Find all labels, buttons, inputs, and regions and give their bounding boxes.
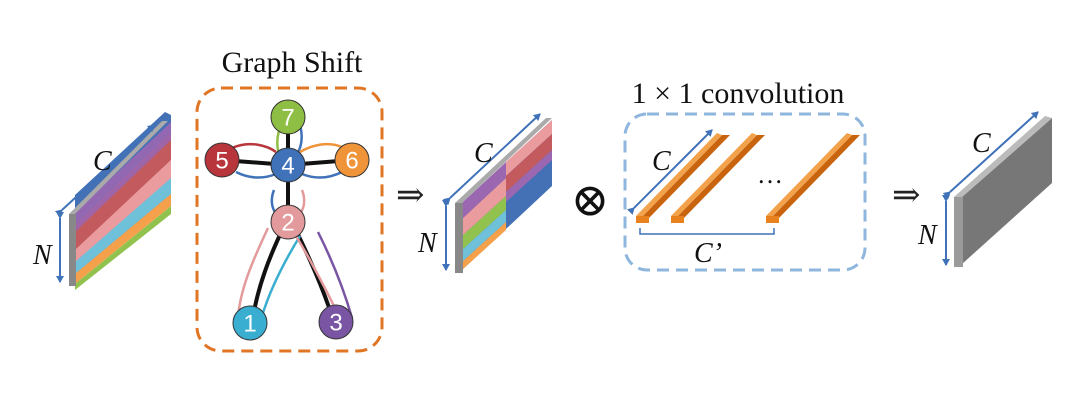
shifted-tensor-n-label: N <box>417 228 438 259</box>
input-tensor-n-label: N <box>32 240 53 271</box>
graph-node-4: 4 <box>270 147 306 183</box>
graph-node-circle <box>318 304 354 340</box>
convolution-border <box>623 112 867 272</box>
input-tensor: C N <box>32 112 171 290</box>
graph-node-6: 6 <box>334 142 370 178</box>
shift-arrow <box>294 235 338 311</box>
graph-node-label: 2 <box>281 210 294 237</box>
input-tensor-c-arrow <box>54 124 155 218</box>
graph-node-circle <box>270 147 306 183</box>
output-tensor-c-label: C <box>972 128 991 159</box>
arrow-symbol-1: ⇒ <box>396 177 425 214</box>
shifted-tensor-front-face <box>455 203 463 273</box>
shifted-tensor-block <box>462 222 506 270</box>
input-tensor-stripe <box>75 206 171 290</box>
graph-node-label: 6 <box>345 148 358 175</box>
graph-node-label: 3 <box>329 310 342 337</box>
output-tensor-c-arrow <box>942 111 1039 199</box>
output-tensor-n-label: N <box>917 220 938 251</box>
graph-node-label: 1 <box>243 311 256 338</box>
conv-filter <box>766 133 860 223</box>
shift-arrow <box>235 170 277 179</box>
graph-node-label: 4 <box>281 153 294 180</box>
graph-node-label: 7 <box>281 105 294 132</box>
graph-node-circle <box>204 142 240 178</box>
output-tensor-front-face <box>954 197 963 267</box>
graph-node-7: 7 <box>270 99 306 135</box>
graph-node-2: 2 <box>270 204 306 240</box>
input-tensor-front-face <box>69 214 76 286</box>
graph-shift-border <box>195 86 384 353</box>
shifted-tensor-block <box>462 196 506 250</box>
convolution-module: 1 × 1 convolution … C C’ <box>623 77 867 272</box>
graph-node-label: 5 <box>215 148 228 175</box>
operator-symbol: ⊗ <box>571 175 610 226</box>
shift-arrow <box>231 142 277 154</box>
shift-arrow <box>260 235 302 317</box>
convolution-c-prime-bracket <box>639 228 775 235</box>
graph-node-3: 3 <box>318 304 354 340</box>
graph-shift-title: Graph Shift <box>222 46 363 79</box>
input-tensor-c-label: C <box>93 146 112 177</box>
convolution-c-label: C <box>652 146 671 177</box>
shift-arrow <box>301 170 343 179</box>
graph-node-circle <box>334 142 370 178</box>
convolution-ellipsis: … <box>757 160 783 189</box>
graph-node-1: 1 <box>232 305 268 341</box>
convolution-c-prime-label: C’ <box>694 238 722 269</box>
convolution-title: 1 × 1 convolution <box>632 77 845 110</box>
shifted-tensor: C N <box>417 113 552 273</box>
graph-node-circle <box>232 305 268 341</box>
convolution-c-arrow <box>626 129 713 216</box>
graph-node-circle <box>270 99 306 135</box>
graph-node-circle <box>270 204 306 240</box>
graph-nodes: 1 2 3 4 5 6 7 <box>204 99 370 341</box>
shifted-tensor-block <box>462 210 506 262</box>
shifted-tensor-c-label: C <box>474 138 493 169</box>
shift-arrow <box>299 142 345 154</box>
graph-shift-module: Graph Shift 1 2 3 4 5 6 7 <box>195 46 384 353</box>
graph-node-5: 5 <box>204 142 240 178</box>
output-tensor: C N <box>917 111 1052 267</box>
arrow-symbol-2: ⇒ <box>892 177 921 214</box>
shift-arrow <box>316 231 354 319</box>
shifted-tensor-c-arrow <box>442 113 541 206</box>
